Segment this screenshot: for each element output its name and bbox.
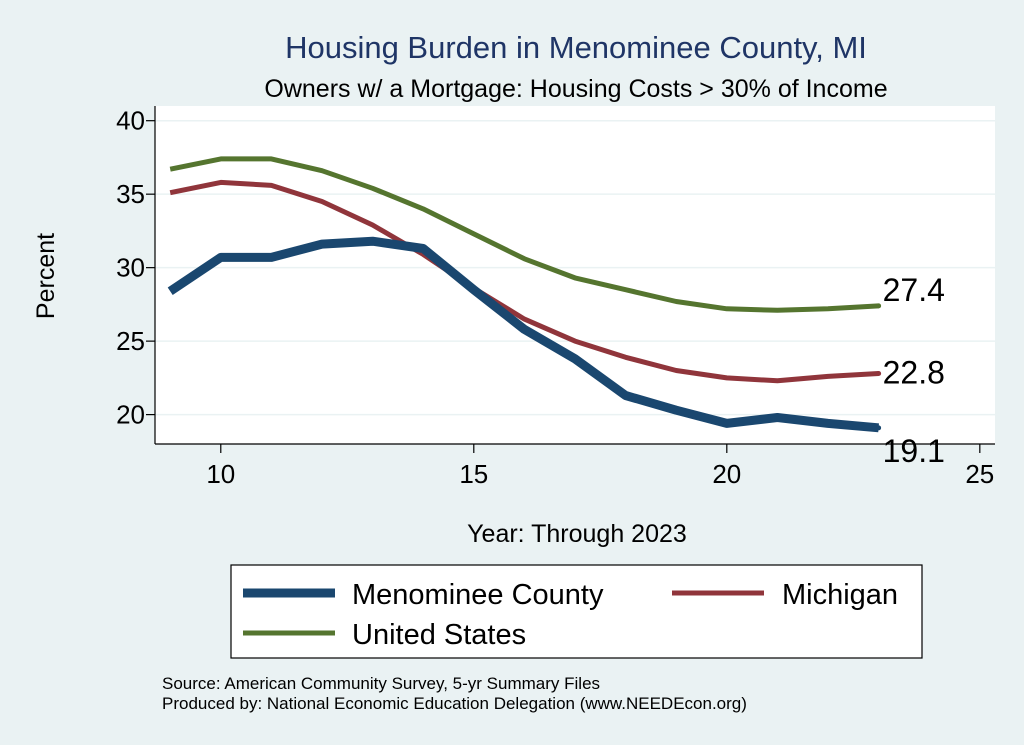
chart-subtitle: Owners w/ a Mortgage: Housing Costs > 30… bbox=[264, 75, 887, 103]
y-ticks: 20 25 30 35 40 bbox=[116, 106, 155, 430]
chart-title: Housing Burden in Menominee County, MI bbox=[285, 30, 867, 65]
x-tick-label-15: 15 bbox=[459, 459, 488, 489]
y-axis-label: Percent bbox=[32, 233, 60, 319]
legend-label-menominee-county: Menominee County bbox=[352, 579, 604, 611]
y-tick-label-35: 35 bbox=[116, 179, 145, 209]
legend-box bbox=[230, 564, 923, 659]
y-tick-label-30: 30 bbox=[116, 253, 145, 283]
end-labels: 27.4 22.8 19.1 bbox=[876, 272, 945, 469]
x-tick-label-25: 25 bbox=[965, 459, 994, 489]
x-tick-label-20: 20 bbox=[712, 459, 741, 489]
legend: Menominee County Michigan United States bbox=[230, 564, 923, 659]
x-ticks: 10 15 20 25 bbox=[206, 444, 994, 489]
end-label-united-states: 27.4 bbox=[883, 272, 945, 308]
end-label-michigan: 22.8 bbox=[883, 354, 945, 390]
end-label-menominee-county: 19.1 bbox=[883, 433, 945, 469]
series-line-menominee-county bbox=[167, 236, 879, 433]
legend-label-united-states: United States bbox=[352, 619, 526, 651]
end-marker-united-states bbox=[876, 303, 882, 309]
series-line-united-states bbox=[169, 156, 879, 313]
end-marker-michigan bbox=[876, 370, 882, 376]
y-tick-label-40: 40 bbox=[116, 106, 145, 136]
y-tick-label-25: 25 bbox=[116, 326, 145, 356]
x-axis-label: Year: Through 2023 bbox=[467, 520, 687, 548]
produced-by-note: Produced by: National Economic Education… bbox=[162, 694, 747, 713]
series-lines bbox=[167, 156, 879, 433]
y-tick-label-20: 20 bbox=[116, 400, 145, 430]
series-line-michigan bbox=[169, 179, 879, 384]
source-note: Source: American Community Survey, 5-yr … bbox=[162, 674, 600, 693]
legend-label-michigan: Michigan bbox=[782, 579, 898, 611]
end-marker-menominee-county bbox=[876, 425, 882, 431]
x-tick-label-10: 10 bbox=[206, 459, 235, 489]
plot-area bbox=[155, 106, 995, 444]
